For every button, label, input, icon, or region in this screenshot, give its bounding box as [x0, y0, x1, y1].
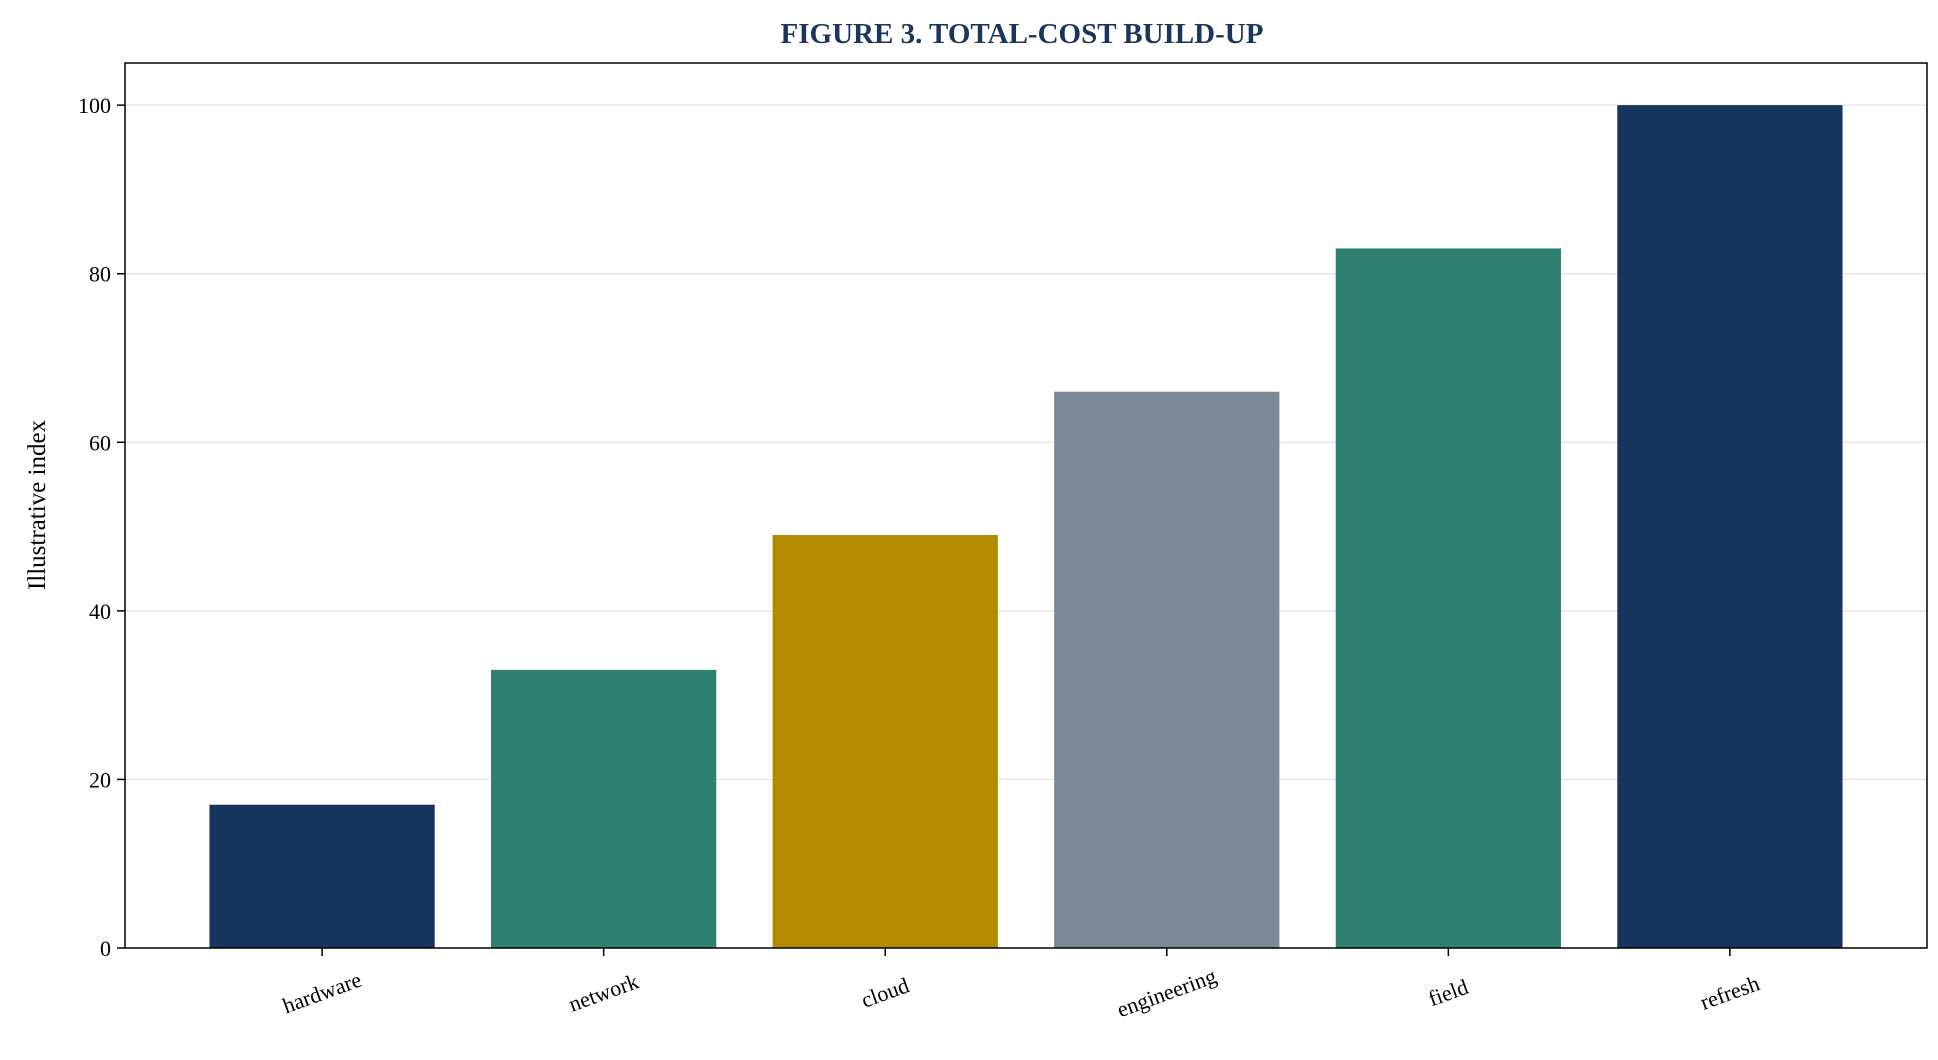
y-axis: 0 20 40 60 80 100 [78, 93, 125, 961]
bar-network [491, 669, 717, 948]
plot-frame [124, 62, 1928, 949]
bar-cloud [772, 535, 998, 948]
x-tick-label-hardware: hardware [279, 967, 364, 1018]
y-tick-label: 80 [89, 262, 111, 287]
bar-refresh [1617, 105, 1843, 948]
y-tick-label: 60 [89, 430, 111, 455]
bar-hardware [209, 804, 435, 948]
x-axis: hardware network cloud engineering field refr… [279, 948, 1763, 1022]
y-axis-label: Illustrative index [24, 419, 51, 590]
y-tick-label: 40 [89, 599, 111, 624]
y-tick-label: 100 [78, 93, 111, 118]
bar-field [1335, 248, 1561, 948]
x-tick-label-cloud: cloud [858, 972, 912, 1012]
x-tick-label-network: network [565, 968, 641, 1016]
bars [209, 105, 1843, 948]
y-tick-label: 20 [89, 767, 111, 792]
x-tick-label-engineering: engineering [1114, 963, 1220, 1022]
bar-engineering [1054, 391, 1280, 948]
y-tick-label: 0 [100, 936, 111, 961]
chart-title: FIGURE 3. TOTAL-COST BUILD-UP [781, 18, 1264, 50]
x-tick-label-refresh: refresh [1697, 970, 1763, 1014]
x-tick-label-field: field [1425, 974, 1471, 1011]
